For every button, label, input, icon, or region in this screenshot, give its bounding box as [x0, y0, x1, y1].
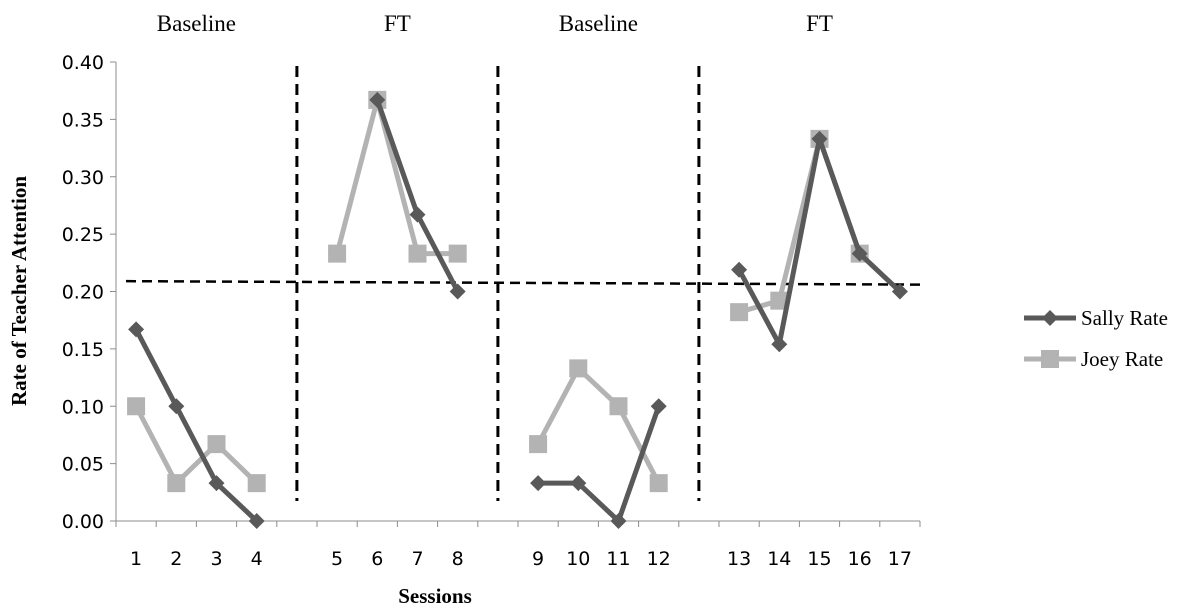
data-point — [409, 206, 426, 223]
data-point — [208, 475, 225, 492]
x-tick-label: 2 — [170, 548, 182, 570]
series-group — [127, 90, 908, 529]
series-sally-rate — [128, 91, 908, 529]
data-point — [570, 475, 587, 492]
y-tick-label: 0.10 — [62, 396, 104, 418]
data-point — [328, 244, 347, 263]
data-point — [248, 513, 265, 529]
series-line — [374, 99, 460, 293]
series-line — [133, 328, 259, 523]
phase-label: FT — [384, 11, 411, 36]
series-line — [736, 136, 902, 347]
criterion-dashed-line — [125, 279, 921, 286]
y-tick-label: 0.30 — [62, 167, 104, 189]
data-point — [529, 435, 548, 454]
x-tick-label: 5 — [331, 548, 343, 570]
data-point — [167, 474, 186, 493]
x-tick-label: 17 — [888, 548, 912, 570]
data-point — [207, 435, 226, 454]
data-point — [369, 91, 386, 108]
data-point — [610, 513, 627, 529]
x-tick-label: 7 — [411, 548, 423, 570]
series-line — [133, 405, 259, 486]
y-tick-label: 0.40 — [62, 52, 104, 74]
legend-marker — [1041, 350, 1059, 368]
x-tick-label: 15 — [807, 548, 831, 570]
legend-label: Joey Rate — [1081, 347, 1163, 371]
phase-label: Baseline — [559, 11, 638, 36]
data-point — [530, 475, 547, 492]
data-point — [649, 474, 668, 493]
data-point — [811, 130, 828, 147]
data-point — [771, 336, 788, 353]
x-tick-label: 12 — [647, 548, 671, 570]
data-point — [127, 397, 146, 416]
y-tick-label: 0.05 — [62, 454, 104, 476]
legend-item: Joey Rate — [1024, 347, 1163, 371]
x-tick-label: 14 — [767, 548, 791, 570]
x-tick-label: 8 — [452, 548, 464, 570]
data-point — [851, 245, 868, 262]
data-point — [247, 474, 266, 493]
x-tick-label: 16 — [848, 548, 872, 570]
data-point — [650, 398, 667, 415]
data-point — [448, 244, 467, 263]
y-tick-label: 0.25 — [62, 224, 104, 246]
legend-label: Sally Rate — [1081, 306, 1168, 330]
phase-labels: Baseline FT Baseline FT — [157, 11, 833, 36]
y-tick-label: 0.35 — [62, 109, 104, 131]
y-tick-label: 0.15 — [62, 339, 104, 361]
data-point — [891, 283, 908, 300]
phase-label: FT — [806, 11, 833, 36]
criterion-line — [125, 279, 921, 286]
axes: 0.000.050.100.150.200.250.300.350.401 2 3 4… — [62, 52, 921, 570]
data-point — [730, 303, 749, 322]
data-point — [731, 261, 748, 278]
y-tick-label: 0.20 — [62, 282, 104, 304]
phase-label: Baseline — [157, 11, 236, 36]
x-tick-label: 6 — [371, 548, 383, 570]
x-tick-label: 3 — [210, 548, 222, 570]
data-point — [609, 397, 628, 416]
y-tick-label: 0.00 — [62, 511, 104, 533]
legend-marker — [1042, 310, 1058, 326]
x-tick-label: 4 — [251, 548, 263, 570]
x-tick-label: 13 — [727, 548, 751, 570]
x-tick-label: 1 — [130, 548, 142, 570]
data-point — [449, 283, 466, 300]
x-tick-label: 11 — [606, 548, 630, 570]
series-line — [535, 365, 661, 485]
series-line — [738, 136, 863, 315]
x-tick-label: 10 — [566, 548, 590, 570]
legend-item: Sally Rate — [1024, 306, 1168, 330]
series-line — [334, 97, 458, 257]
data-point — [770, 291, 789, 310]
legend: Sally Rate Joey Rate — [1024, 306, 1168, 371]
data-point — [128, 321, 145, 338]
y-axis-title: Rate of Teacher Attention — [7, 176, 31, 406]
data-point — [569, 359, 588, 378]
data-point — [408, 244, 427, 263]
x-axis-title: Sessions — [398, 584, 472, 608]
series-line — [538, 405, 662, 524]
x-tick-label: 9 — [532, 548, 544, 570]
data-point — [168, 398, 185, 415]
